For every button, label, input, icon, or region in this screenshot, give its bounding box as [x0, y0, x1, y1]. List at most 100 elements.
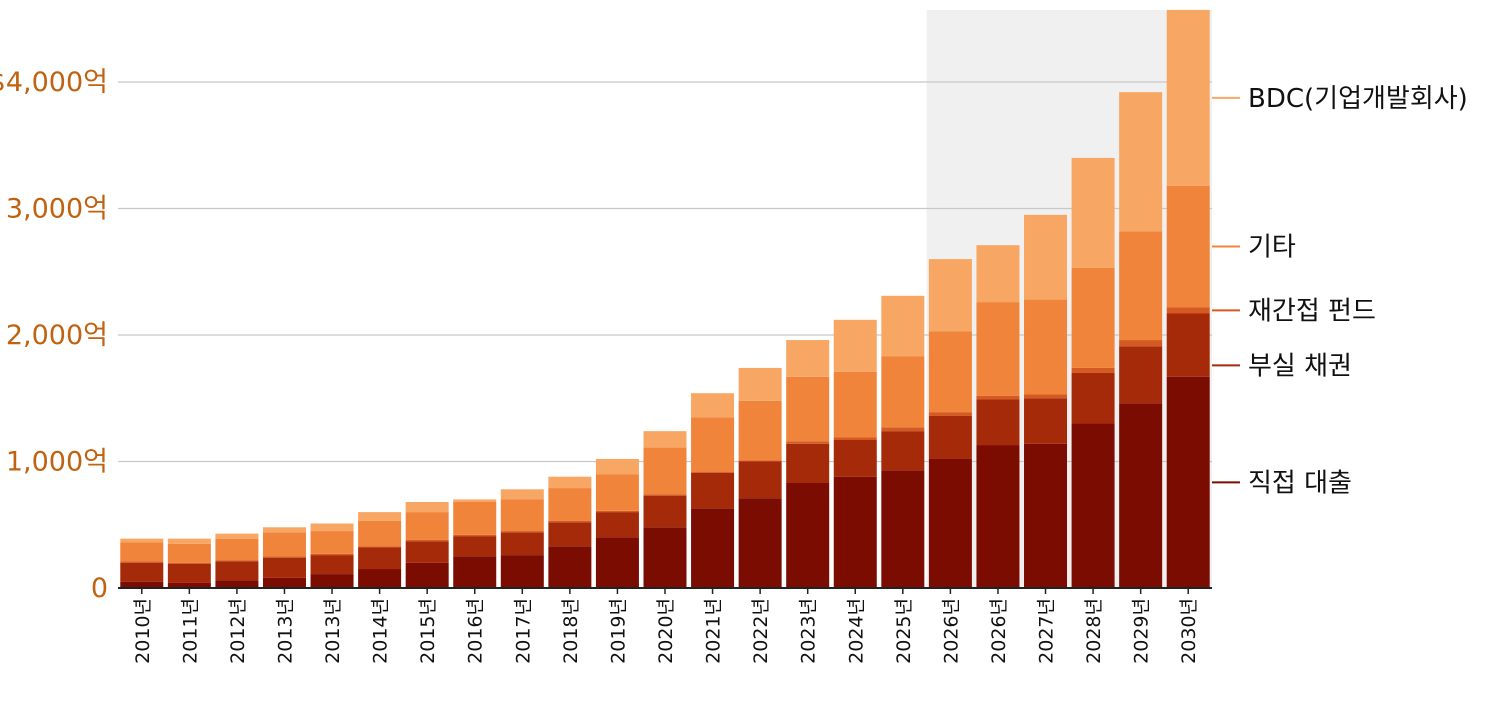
- bar-segment-1-2: [167, 562, 211, 564]
- bar-segment-11-4: [643, 431, 687, 448]
- bar-segment-14-0: [786, 483, 830, 588]
- bar-segment-9-2: [548, 520, 592, 523]
- bar-segment-7-4: [453, 499, 497, 502]
- bar-segment-7-3: [453, 501, 497, 535]
- x-tick-label-0: 2010년: [132, 598, 154, 664]
- bar-segment-4-0: [310, 574, 354, 588]
- bar-segment-11-0: [643, 527, 687, 588]
- bar-segment-18-3: [976, 302, 1020, 396]
- bar-segment-0-1: [120, 562, 164, 582]
- bar-segment-7-0: [453, 556, 497, 588]
- bar-segment-4-2: [310, 553, 354, 556]
- bar-segment-8-3: [500, 499, 544, 532]
- legend-label-1: 기타: [1248, 232, 1296, 262]
- bar-segment-11-1: [643, 495, 687, 528]
- x-tick-label-12: 2021년: [703, 598, 725, 664]
- bar-segment-12-4: [691, 393, 735, 418]
- bar-segment-5-3: [358, 520, 402, 547]
- x-tick-label-11: 2020년: [655, 598, 677, 664]
- bar-segment-16-2: [881, 427, 925, 432]
- x-tick-label-10: 2019년: [607, 598, 629, 664]
- bar-segment-20-2: [1071, 367, 1115, 373]
- bar-segment-21-3: [1119, 231, 1163, 341]
- x-tick-label-16: 2025년: [893, 598, 915, 664]
- bar-segment-20-1: [1071, 372, 1115, 424]
- x-tick-label-20: 2028년: [1083, 598, 1105, 664]
- bar-segment-7-2: [453, 534, 497, 537]
- bar-segment-17-1: [928, 415, 972, 459]
- bar-segment-5-0: [358, 569, 402, 588]
- bar-segment-6-4: [405, 501, 449, 513]
- bar-segment-1-0: [167, 582, 211, 588]
- bar-segment-22-0: [1166, 376, 1210, 588]
- bar-segment-8-4: [500, 489, 544, 500]
- bar-segment-15-3: [833, 371, 877, 438]
- x-tick-label-7: 2016년: [465, 598, 487, 664]
- x-tick-label-17: 2026년: [940, 598, 962, 664]
- bar-segment-3-2: [262, 556, 306, 558]
- y-tick-label-0: 0: [91, 573, 108, 604]
- bar-segment-13-2: [738, 460, 782, 462]
- bar-segment-10-4: [595, 458, 639, 475]
- bar-segment-14-1: [786, 443, 830, 484]
- bar-segment-19-4: [1024, 214, 1068, 300]
- forecast-shaded-region: [926, 10, 1212, 588]
- bar-segment-3-3: [262, 532, 306, 557]
- bar-segment-20-0: [1071, 423, 1115, 588]
- bar-segment-1-1: [167, 563, 211, 583]
- bar-segment-21-2: [1119, 340, 1163, 347]
- y-tick-label-4: $4,000억: [0, 67, 108, 98]
- bar-segment-17-0: [928, 458, 972, 588]
- legend-label-3: 부실 채권: [1248, 351, 1352, 381]
- bar-segment-11-3: [643, 447, 687, 495]
- bar-segment-0-0: [120, 581, 164, 588]
- bar-segment-4-3: [310, 531, 354, 554]
- bar-segment-14-2: [786, 441, 830, 444]
- bar-segment-13-0: [738, 498, 782, 588]
- bar-segment-12-0: [691, 508, 735, 588]
- x-tick-label-13: 2022년: [750, 598, 772, 664]
- bar-segment-22-1: [1166, 313, 1210, 377]
- bar-segment-10-1: [595, 512, 639, 538]
- y-tick-label-2: 2,000억: [6, 320, 108, 351]
- bar-segment-13-4: [738, 367, 782, 401]
- bar-segment-6-1: [405, 541, 449, 563]
- bar-segment-13-3: [738, 400, 782, 461]
- bar-segment-12-1: [691, 472, 735, 509]
- bar-segment-6-3: [405, 512, 449, 540]
- bar-segment-15-1: [833, 439, 877, 477]
- x-tick-label-1: 2011년: [179, 598, 201, 664]
- x-tick-label-9: 2018년: [560, 598, 582, 664]
- bar-segment-13-1: [738, 461, 782, 499]
- bar-segment-18-2: [976, 395, 1020, 400]
- bar-segment-10-0: [595, 537, 639, 588]
- bar-segment-15-0: [833, 476, 877, 588]
- bar-segment-16-1: [881, 431, 925, 471]
- bar-segment-5-2: [358, 546, 402, 548]
- bar-segment-16-4: [881, 295, 925, 357]
- bar-segment-22-2: [1166, 307, 1210, 314]
- bar-segment-2-1: [215, 561, 259, 581]
- bar-segment-4-1: [310, 555, 354, 575]
- bar-segment-20-3: [1071, 267, 1115, 368]
- x-tick-label-19: 2027년: [1036, 598, 1058, 664]
- bar-segment-9-1: [548, 522, 592, 547]
- y-tick-label-1: 1,000억: [6, 447, 108, 478]
- bars: [120, 9, 1210, 588]
- bar-segment-19-1: [1024, 398, 1068, 444]
- bar-segment-9-3: [548, 488, 592, 521]
- bar-segment-21-0: [1119, 403, 1163, 588]
- legend-label-0: BDC(기업개발회사): [1248, 84, 1468, 114]
- bar-segment-18-4: [976, 245, 1020, 303]
- x-tick-label-15: 2024년: [845, 598, 867, 664]
- bar-segment-10-2: [595, 510, 639, 513]
- bar-segment-20-4: [1071, 157, 1115, 268]
- bar-segment-12-2: [691, 471, 735, 473]
- bar-segment-2-0: [215, 580, 259, 588]
- bar-segment-3-1: [262, 557, 306, 578]
- bar-segment-17-4: [928, 259, 972, 332]
- bar-segment-9-0: [548, 546, 592, 588]
- bar-segment-1-3: [167, 543, 211, 563]
- bar-segment-8-2: [500, 531, 544, 533]
